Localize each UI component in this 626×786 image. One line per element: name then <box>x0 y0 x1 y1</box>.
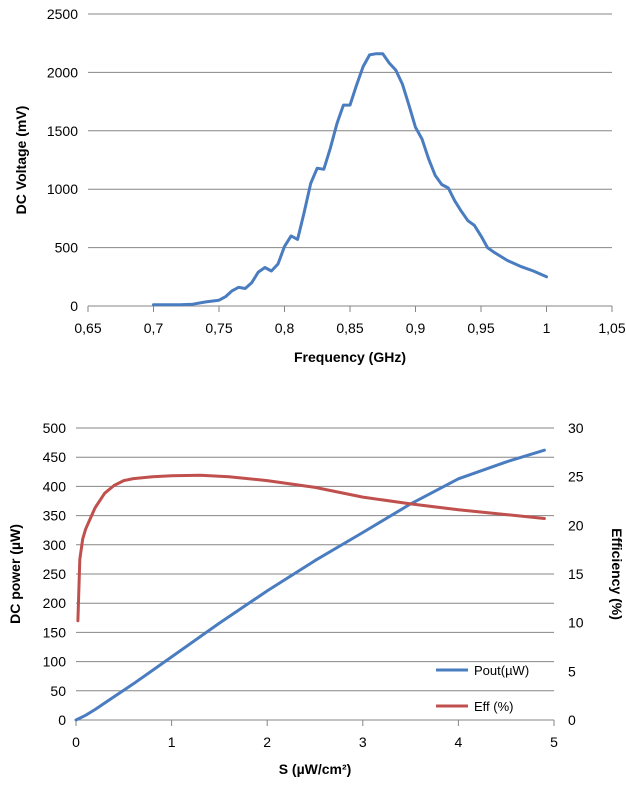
y-axis-title: DC power (µW) <box>7 524 23 624</box>
y2-tick-label: 25 <box>568 469 584 485</box>
y2-tick-label: 20 <box>568 517 584 533</box>
y-tick-label: 2000 <box>47 64 78 80</box>
y-tick-label: 50 <box>50 683 66 699</box>
y-tick-label: 500 <box>43 420 67 436</box>
x-tick-label: 1,05 <box>598 320 625 336</box>
x-tick-label: 4 <box>455 734 463 750</box>
series-line-pout-w <box>74 448 546 722</box>
x-tick-label: 0,7 <box>144 320 164 336</box>
x-axis-title: S (µW/cm²) <box>279 761 352 777</box>
y-tick-label: 200 <box>43 595 67 611</box>
legend-label: Eff (%) <box>474 699 514 714</box>
x-axis-title: Frequency (GHz) <box>294 349 406 365</box>
y2-tick-label: 5 <box>568 663 576 679</box>
y-tick-label: 350 <box>43 508 67 524</box>
y-tick-label: 450 <box>43 449 67 465</box>
x-tick-label: 1 <box>543 320 551 336</box>
y-tick-label: 250 <box>43 566 67 582</box>
y-tick-label: 300 <box>43 537 67 553</box>
y-tick-label: 2500 <box>47 6 78 22</box>
x-tick-label: 3 <box>359 734 367 750</box>
y2-axis-title: Efficiency (%) <box>609 528 625 620</box>
series-line-1 <box>152 52 548 307</box>
y-tick-label: 1500 <box>47 123 78 139</box>
x-tick-label: 0,8 <box>275 320 295 336</box>
y2-tick-label: 0 <box>568 712 576 728</box>
y2-tick-label: 15 <box>568 566 584 582</box>
x-tick-label: 0,95 <box>467 320 494 336</box>
x-tick-label: 2 <box>263 734 271 750</box>
y-tick-label: 100 <box>43 654 67 670</box>
y-tick-label: 0 <box>58 712 66 728</box>
y-tick-label: 150 <box>43 624 67 640</box>
series-line-eff <box>76 473 546 623</box>
y2-tick-label: 30 <box>568 420 584 436</box>
x-tick-label: 5 <box>550 734 558 750</box>
x-tick-label: 0,85 <box>336 320 363 336</box>
y-tick-label: 1000 <box>47 181 78 197</box>
y-axis-title: DC Voltage (mV) <box>13 106 29 215</box>
legend-label: Pout(µW) <box>474 663 529 678</box>
y-tick-label: 400 <box>43 478 67 494</box>
y-tick-label: 0 <box>70 298 78 314</box>
y2-tick-label: 10 <box>568 615 584 631</box>
x-tick-label: 0,75 <box>205 320 232 336</box>
x-tick-label: 1 <box>168 734 176 750</box>
x-tick-label: 0 <box>72 734 80 750</box>
y-tick-label: 500 <box>55 240 79 256</box>
x-tick-label: 0,9 <box>406 320 426 336</box>
x-tick-label: 0,65 <box>74 320 101 336</box>
